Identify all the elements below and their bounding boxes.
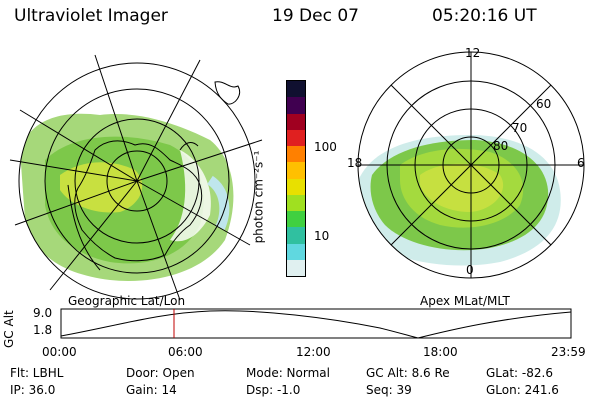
colorbar-swatch	[287, 97, 305, 114]
colorbar-swatch	[287, 227, 305, 244]
time-tick-1200: 12:00	[296, 345, 331, 359]
altitude-ytick-high: 9.0	[33, 306, 53, 320]
altitude-ylabel: GC Alt	[2, 310, 16, 348]
colorbar-swatch	[287, 146, 305, 163]
colorbar-swatch	[287, 129, 305, 146]
colorbar-swatch	[287, 259, 305, 276]
colorbar-swatch	[287, 113, 305, 130]
date-label: 19 Dec 07	[272, 6, 359, 26]
colorbar-swatch	[287, 178, 305, 195]
colorbar-swatch	[287, 194, 305, 211]
colorbar-swatch	[287, 211, 305, 228]
lat-label-60: 60	[536, 97, 552, 111]
geographic-grid	[9, 54, 263, 301]
colorbar-swatch	[287, 81, 305, 98]
glon-info: GLon: 241.6	[486, 383, 559, 397]
lat-label-80: 80	[493, 139, 509, 153]
filter-info: Flt: LBHL	[10, 366, 64, 380]
colorbar	[286, 80, 306, 277]
altitude-plot	[60, 308, 572, 339]
mlt-label-6: 6	[577, 156, 585, 170]
colorbar-tick-10: 10	[314, 229, 330, 243]
time-label: 05:20:16 UT	[432, 6, 537, 26]
colorbar-swatch	[287, 243, 305, 260]
mlt-label-18: 18	[347, 156, 363, 170]
seq-info: Seq: 39	[366, 383, 412, 397]
time-tick-0600: 06:00	[168, 345, 203, 359]
dsp-info: Dsp: -1.0	[246, 383, 301, 397]
ip-info: IP: 36.0	[10, 383, 56, 397]
instrument-title: Ultraviolet Imager	[14, 6, 168, 26]
door-info: Door: Open	[126, 366, 195, 380]
gc-alt-info: GC Alt: 8.6 Re	[366, 366, 450, 380]
lat-label-70: 70	[512, 121, 528, 135]
magnetic-emission-image	[358, 135, 561, 266]
time-tick-1800: 18:00	[423, 345, 458, 359]
mlt-label-12: 12	[465, 46, 481, 60]
colorbar-swatch	[287, 162, 305, 179]
magnetic-map-label: Apex MLat/MLT	[420, 294, 510, 308]
gain-info: Gain: 14	[126, 383, 177, 397]
magnetic-grid	[357, 51, 585, 279]
glat-info: GLat: -82.6	[486, 366, 553, 380]
time-tick-0000: 00:00	[42, 345, 77, 359]
mode-info: Mode: Normal	[246, 366, 330, 380]
geographic-map-label: Geographic Lat/Lon	[68, 294, 186, 308]
colorbar-unit-label: photon cm⁻²s⁻¹	[251, 150, 266, 244]
time-tick-2359: 23:59	[551, 345, 586, 359]
altitude-ytick-low: 1.8	[33, 323, 53, 337]
mlt-label-0: 0	[466, 263, 474, 277]
altitude-curve	[60, 310, 572, 339]
colorbar-tick-100: 100	[314, 140, 337, 154]
